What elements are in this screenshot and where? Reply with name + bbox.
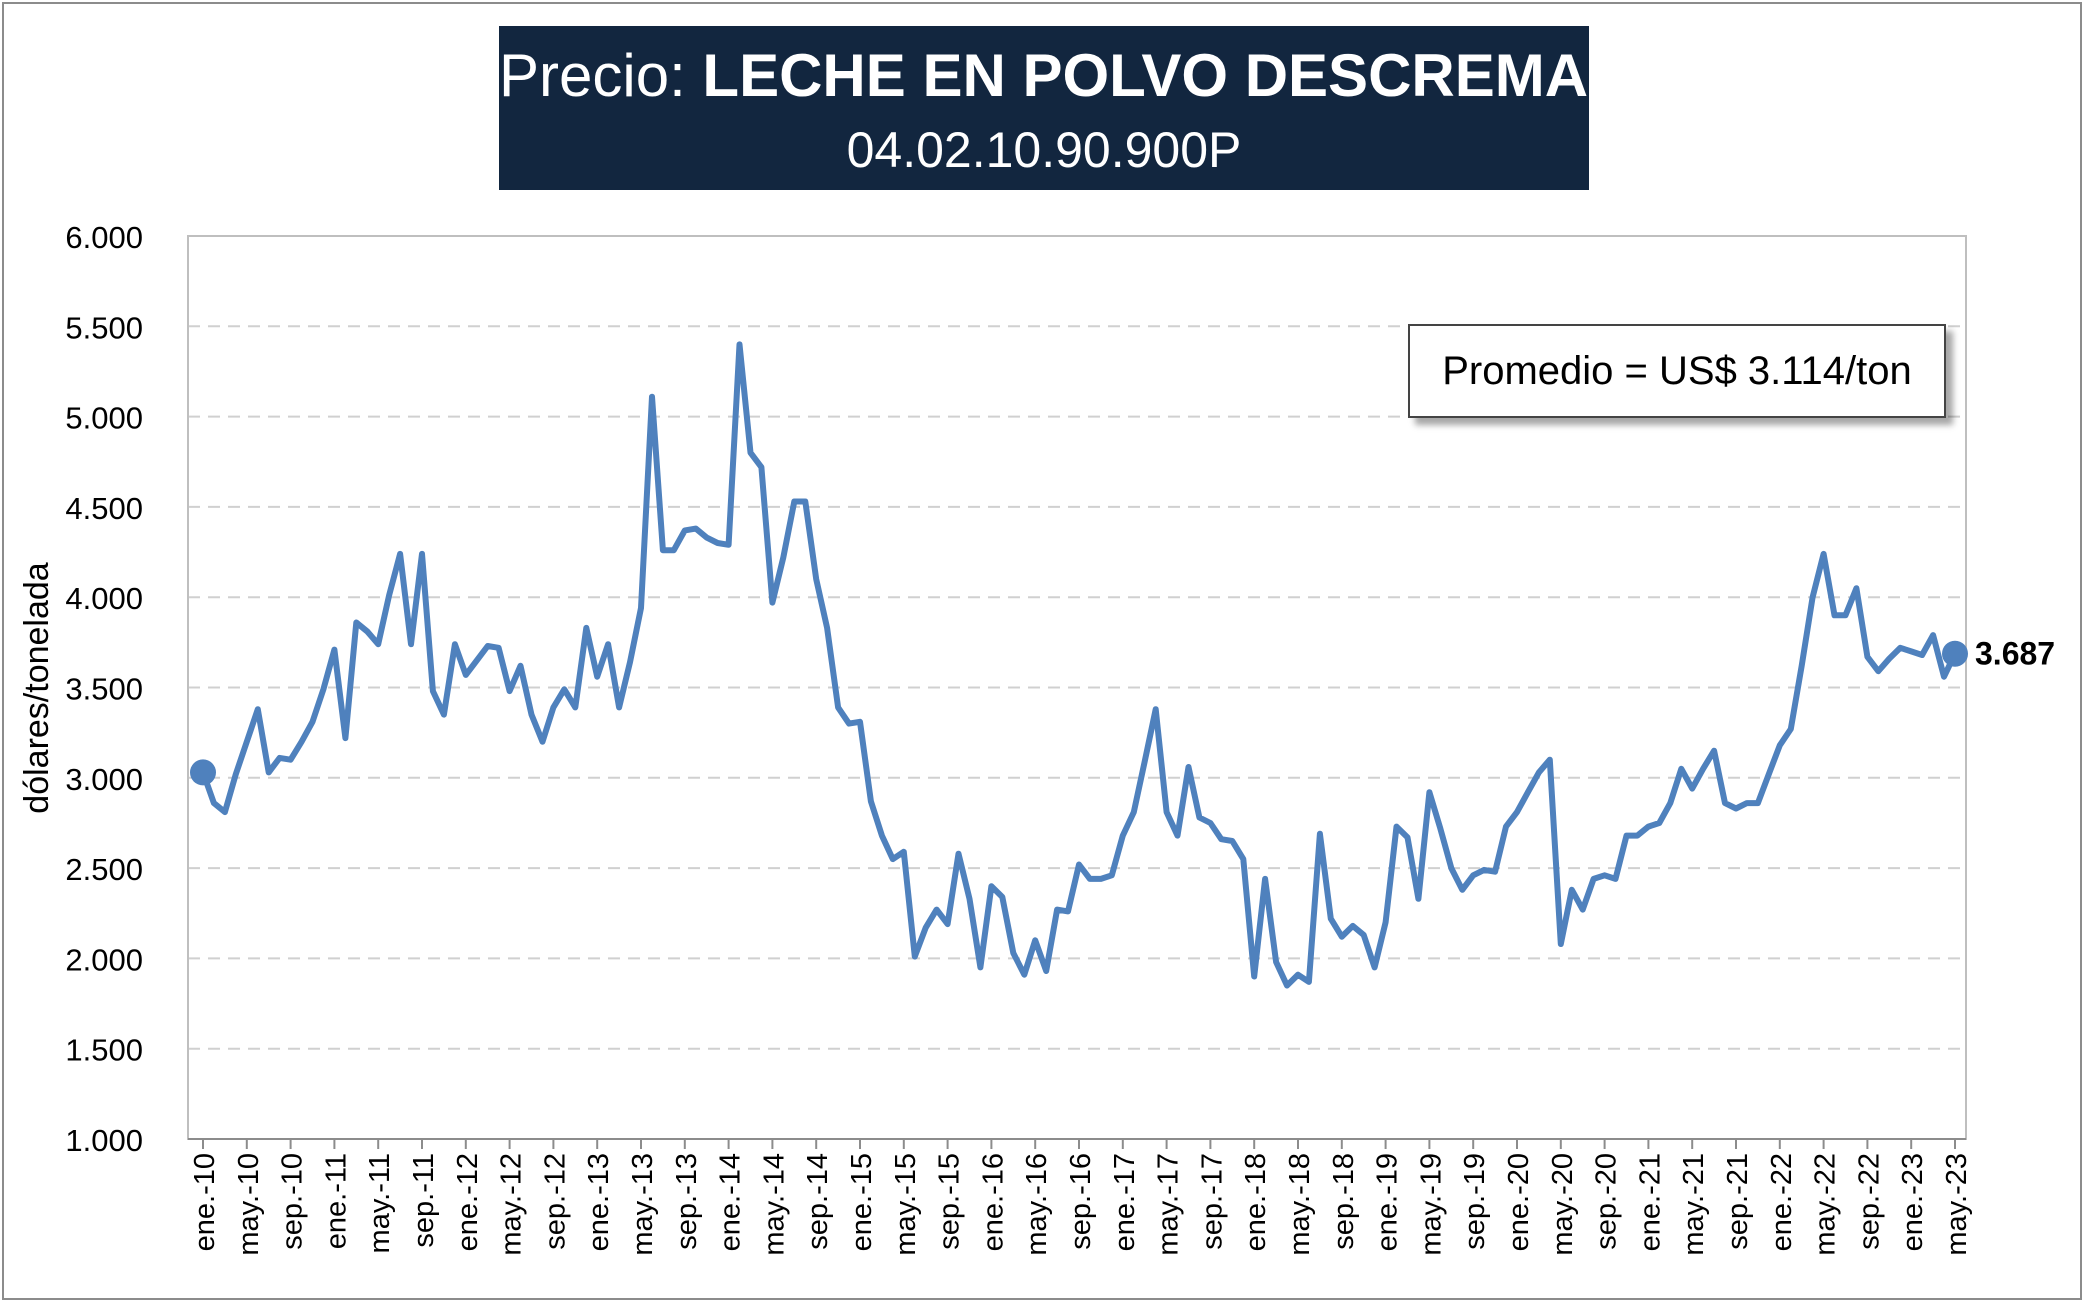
- x-tick-label: ene.-18: [1240, 1153, 1272, 1251]
- y-tick-label: 4.500: [65, 491, 143, 526]
- y-tick-label: 1.500: [65, 1033, 143, 1068]
- x-tick-label: may.-22: [1810, 1153, 1842, 1256]
- y-tick-label: 1.000: [65, 1123, 143, 1158]
- x-tick-label: may.-17: [1153, 1153, 1185, 1256]
- x-tick-label: may.-20: [1547, 1153, 1579, 1256]
- x-tick-label: sep.-11: [408, 1153, 440, 1248]
- x-tick-label: sep.-19: [1459, 1153, 1491, 1250]
- x-tick-label: sep.-12: [539, 1153, 571, 1250]
- x-tick-label: ene.-13: [583, 1153, 615, 1251]
- title-prefix: Precio:: [499, 42, 702, 109]
- title-product: LECHE EN POLVO DESCREMADA: [702, 42, 1674, 109]
- x-tick-label: sep.-21: [1722, 1153, 1754, 1250]
- y-tick-label: 4.000: [65, 581, 143, 616]
- x-tick-label: may.-19: [1415, 1153, 1447, 1256]
- x-tick-label: sep.-13: [671, 1153, 703, 1250]
- x-tick-label: ene.-16: [977, 1153, 1009, 1251]
- start-point-marker: [190, 759, 216, 785]
- grid-lines: [188, 326, 1966, 1048]
- x-tick-label: may.-16: [1021, 1153, 1053, 1256]
- x-tick-label: sep.-10: [277, 1153, 309, 1250]
- x-tick-label: ene.-15: [846, 1153, 878, 1251]
- y-tick-label: 3.500: [65, 672, 143, 707]
- x-tick-label: sep.-15: [934, 1153, 966, 1250]
- x-tick-labels: ene.-10 may.-10 sep.-10 ene.-11 may.-11 sep.-…: [189, 1153, 1973, 1256]
- x-tick-label: may.-13: [627, 1153, 659, 1256]
- x-tick-label: sep.-18: [1328, 1153, 1360, 1250]
- x-tick-label: ene.-11: [320, 1153, 352, 1249]
- x-tick-label: sep.-22: [1853, 1153, 1885, 1250]
- series: 3.687: [190, 344, 2055, 985]
- x-tick-label: sep.-17: [1196, 1153, 1228, 1250]
- y-tick-label: 6.000: [65, 220, 143, 255]
- y-tick-label: 3.000: [65, 762, 143, 797]
- x-tick-label: ene.-22: [1766, 1153, 1798, 1251]
- x-tick-label: sep.-20: [1591, 1153, 1623, 1250]
- x-tick-label: ene.-14: [715, 1153, 747, 1251]
- series-line: [203, 344, 1955, 985]
- x-tick-label: ene.-20: [1503, 1153, 1535, 1251]
- y-tick-labels: 1.000 1.500 2.000 2.500 3.000 3.500 4.000 4.500…: [65, 220, 143, 1158]
- x-tick-label: may.-18: [1284, 1153, 1316, 1256]
- last-value-label: 3.687: [1975, 636, 2055, 672]
- x-tick-label: may.-23: [1941, 1153, 1973, 1256]
- y-axis-label: dólares/tonelada: [18, 562, 56, 814]
- y-tick-label: 2.000: [65, 942, 143, 977]
- x-tick-label: may.-11: [364, 1153, 396, 1253]
- x-tick-label: ene.-23: [1897, 1153, 1929, 1251]
- x-tick-label: ene.-12: [452, 1153, 484, 1251]
- x-tick-label: may.-21: [1678, 1153, 1710, 1256]
- chart-title: Precio: LECHE EN POLVO DESCREMADA: [499, 40, 1589, 112]
- y-tick-label: 2.500: [65, 852, 143, 887]
- x-tick-label: may.-10: [233, 1153, 265, 1256]
- x-tick-label: sep.-16: [1065, 1153, 1097, 1250]
- x-tick-label: may.-15: [890, 1153, 922, 1256]
- average-annotation: Promedio = US$ 3.114/ton: [1408, 324, 1946, 418]
- x-tick-label: sep.-14: [802, 1153, 834, 1250]
- x-tick-label: may.-12: [496, 1153, 528, 1256]
- y-tick-label: 5.500: [65, 310, 143, 345]
- end-point-marker: [1942, 641, 1968, 667]
- title-banner: Precio: LECHE EN POLVO DESCREMADA 04.02.…: [499, 26, 1589, 190]
- x-tick-label: ene.-17: [1109, 1153, 1141, 1251]
- line-chart: 1.000 1.500 2.000 2.500 3.000 3.500 4.000 4.500…: [0, 0, 2088, 1306]
- chart-subtitle: 04.02.10.90.900P: [499, 120, 1589, 180]
- x-tick-label: ene.-10: [189, 1153, 221, 1251]
- x-tick-label: ene.-21: [1634, 1153, 1666, 1251]
- x-tick-label: ene.-19: [1372, 1153, 1404, 1251]
- y-tick-label: 5.000: [65, 401, 143, 436]
- x-tick-label: may.-14: [758, 1153, 790, 1256]
